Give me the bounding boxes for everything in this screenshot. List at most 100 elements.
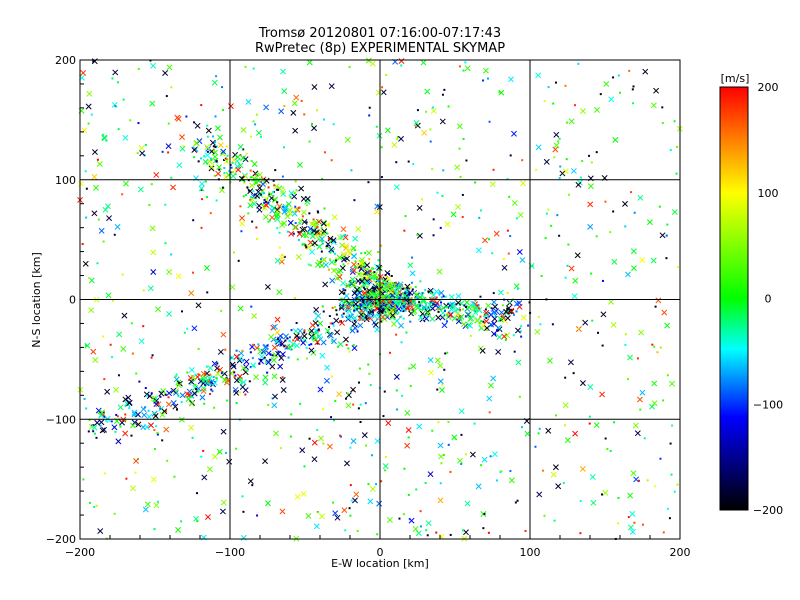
data-point-cross (92, 357, 99, 364)
data-point-dot (95, 504, 98, 507)
data-point-cross (166, 269, 173, 275)
data-point-dot (437, 292, 440, 295)
data-point-cross (146, 413, 153, 420)
data-point-dot (353, 319, 356, 322)
data-point-cross (292, 224, 298, 231)
data-point-cross (448, 293, 455, 300)
data-point-cross (202, 158, 209, 165)
data-point-cross (559, 170, 566, 177)
y-tick-label: 100 (55, 174, 76, 187)
data-point-dot (93, 505, 96, 508)
data-point-dot (588, 415, 591, 418)
data-point-cross (188, 400, 195, 407)
data-point-dot (367, 311, 370, 314)
data-point-cross (237, 355, 244, 362)
data-point-cross (216, 164, 223, 171)
data-point-cross (452, 307, 459, 314)
data-point-dot (381, 278, 384, 281)
data-point-cross (437, 362, 444, 369)
data-point-cross (374, 281, 380, 287)
data-point-dot (601, 279, 604, 282)
data-point-cross (627, 524, 634, 531)
data-point-cross (262, 374, 269, 381)
data-point-cross (217, 348, 224, 355)
data-point-dot (300, 336, 303, 339)
data-point-dot (365, 316, 368, 319)
data-point-dot (150, 183, 153, 186)
scatter-points (77, 57, 683, 542)
data-point-dot (218, 451, 221, 454)
data-point-cross (485, 302, 492, 309)
data-point-cross (437, 453, 444, 460)
data-point-dot (624, 343, 627, 346)
data-point-cross (352, 235, 359, 242)
data-point-dot (639, 408, 642, 411)
data-point-dot (165, 410, 168, 413)
data-point-cross (311, 125, 318, 132)
data-point-dot (464, 61, 467, 64)
data-point-dot (374, 302, 377, 305)
data-point-cross (376, 500, 383, 507)
data-point-dot (477, 307, 480, 310)
data-point-cross (142, 506, 149, 513)
data-point-dot (290, 348, 293, 351)
data-point-dot (426, 315, 429, 318)
data-point-dot (295, 333, 298, 336)
data-point-dot (542, 469, 545, 472)
data-point-cross (546, 357, 553, 364)
data-point-dot (279, 205, 282, 208)
data-point-cross (281, 88, 288, 95)
data-point-cross (262, 458, 269, 465)
data-point-cross (264, 283, 271, 290)
data-point-dot (562, 482, 565, 485)
data-point-cross (650, 102, 657, 109)
data-point-dot (197, 390, 200, 393)
data-point-dot (558, 234, 561, 237)
data-point-dot (364, 288, 367, 291)
data-point-cross (114, 223, 121, 230)
data-point-cross (256, 171, 263, 178)
data-point-cross (324, 364, 331, 371)
data-point-cross (334, 514, 341, 521)
data-point-cross (120, 345, 127, 352)
data-point-cross (256, 206, 263, 213)
data-point-dot (506, 229, 509, 232)
data-point-dot (196, 520, 199, 523)
data-point-cross (449, 303, 456, 310)
data-point-dot (429, 292, 432, 295)
data-point-cross (590, 499, 597, 506)
data-point-cross (437, 497, 444, 504)
data-point-dot (519, 330, 522, 333)
data-point-cross (286, 207, 293, 214)
data-point-dot (221, 86, 224, 89)
data-point-cross (269, 214, 276, 221)
data-point-dot (263, 356, 266, 359)
data-point-cross (463, 529, 469, 536)
data-point-dot (318, 329, 321, 332)
data-point-dot (396, 138, 399, 141)
data-point-cross (490, 375, 497, 382)
data-point-dot (321, 305, 324, 308)
data-point-dot (234, 374, 237, 377)
data-point-dot (367, 483, 370, 486)
data-point-cross (567, 359, 574, 366)
data-point-cross (293, 94, 300, 101)
data-point-cross (208, 164, 215, 170)
data-point-cross (486, 395, 493, 402)
data-point-cross (650, 257, 657, 264)
data-point-dot (210, 157, 213, 160)
data-point-dot (85, 216, 88, 219)
data-point-dot (449, 533, 452, 536)
data-point-dot (263, 206, 266, 209)
data-point-dot (393, 283, 396, 286)
data-point-dot (482, 320, 485, 323)
data-point-dot (366, 286, 369, 289)
data-point-cross (135, 421, 142, 428)
data-point-cross (119, 419, 126, 426)
data-point-dot (200, 188, 203, 191)
data-point-dot (194, 373, 197, 376)
data-point-dot (478, 216, 481, 219)
data-point-dot (223, 166, 226, 169)
data-point-dot (564, 376, 567, 379)
data-point-dot (360, 304, 363, 307)
